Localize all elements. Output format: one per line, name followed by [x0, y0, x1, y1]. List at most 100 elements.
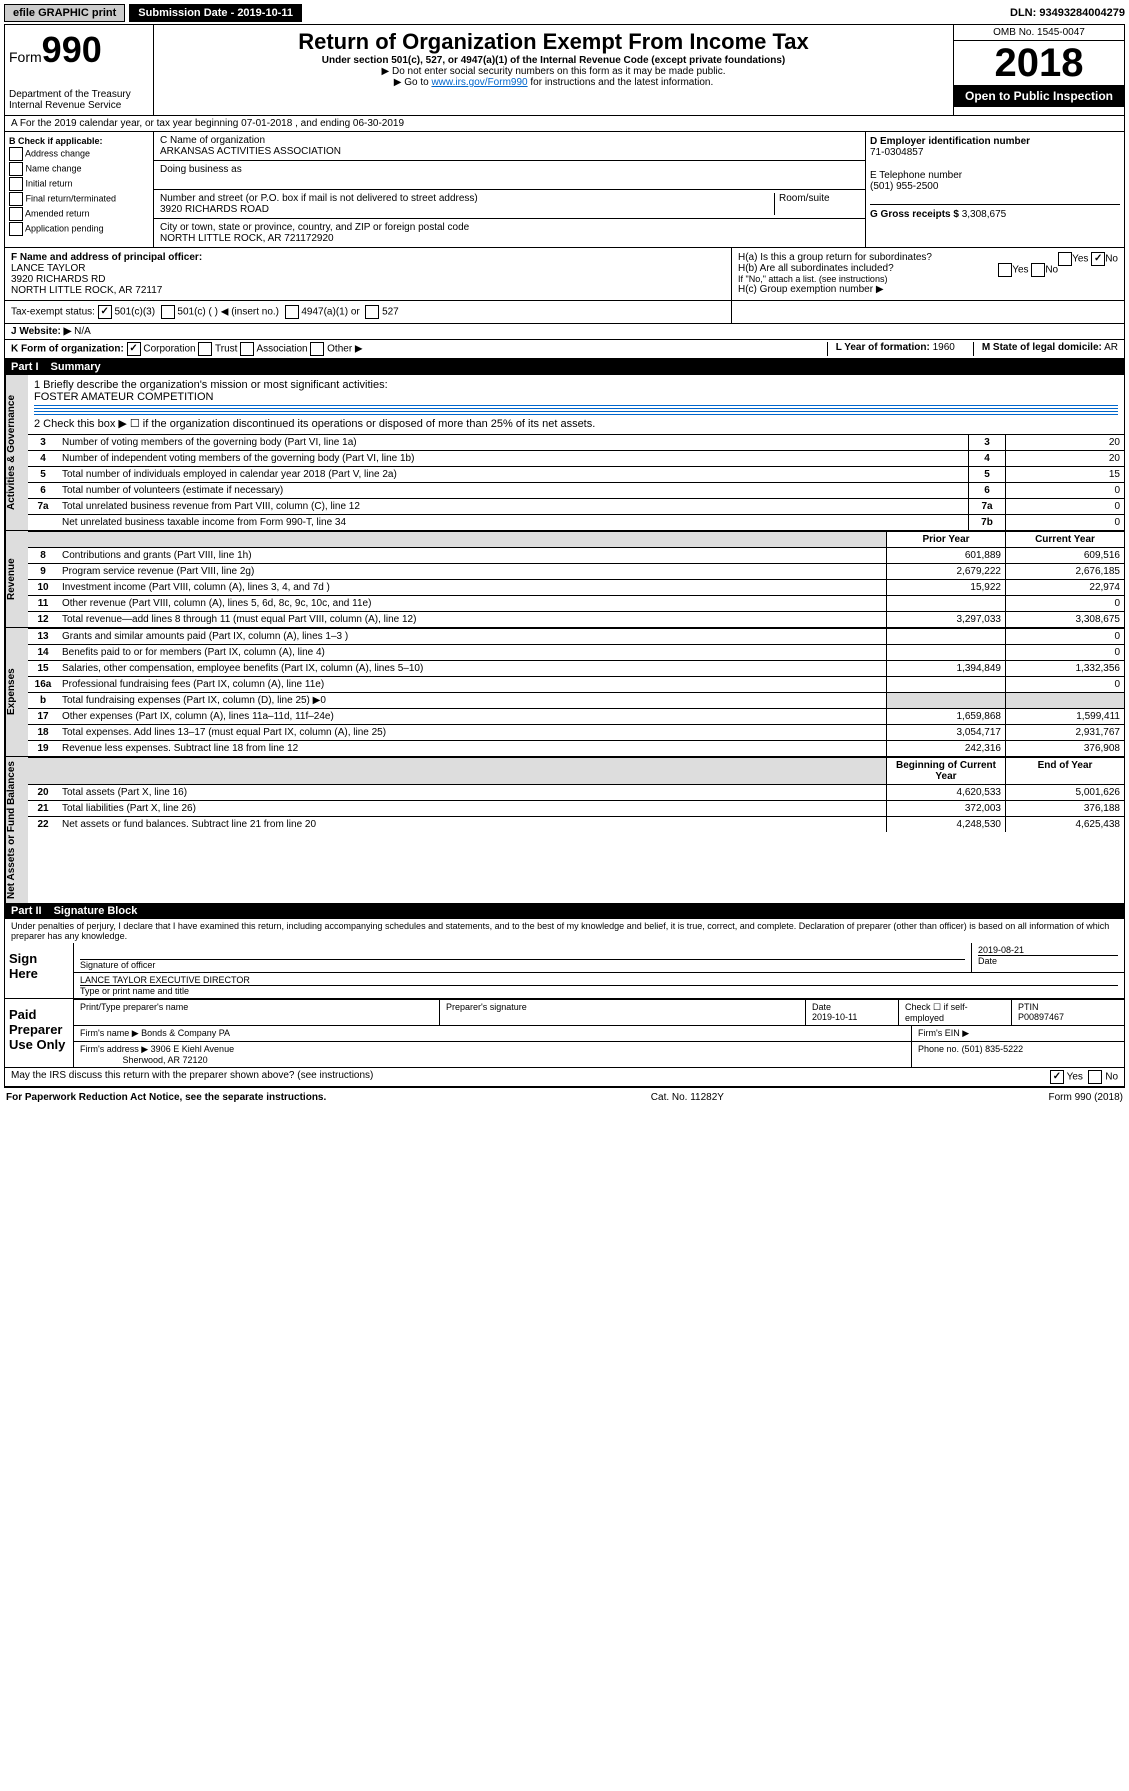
side-netassets: Net Assets or Fund Balances — [5, 757, 28, 903]
opt-pending: Application pending — [25, 223, 104, 233]
dln-label: DLN: 93493284004279 — [1010, 7, 1125, 19]
chk-amended[interactable] — [9, 207, 23, 221]
chk-final[interactable] — [9, 192, 23, 206]
part2-header: Part II Signature Block — [5, 903, 1124, 919]
l-value: 1960 — [933, 342, 955, 353]
discuss-text: May the IRS discuss this return with the… — [11, 1070, 373, 1084]
governance-section: Activities & Governance 1 Briefly descri… — [5, 375, 1124, 530]
irs-link[interactable]: www.irs.gov/Form990 — [431, 77, 527, 88]
efile-button[interactable]: efile GRAPHIC print — [4, 4, 125, 22]
k-label: K Form of organization: — [11, 344, 124, 355]
part2-num: Part II — [11, 905, 42, 917]
section-bcd: B Check if applicable: Address change Na… — [5, 132, 1124, 248]
phone-value: (501) 835-5222 — [962, 1044, 1024, 1054]
side-revenue: Revenue — [5, 531, 28, 627]
part1-num: Part I — [11, 361, 39, 373]
declaration-text: Under penalties of perjury, I declare th… — [5, 919, 1124, 943]
e-value: (501) 955-2500 — [870, 181, 1120, 192]
pt-check-label: Check ☐ if self-employed — [898, 1000, 1011, 1025]
m-value: AR — [1104, 342, 1118, 353]
b-label: B Check if applicable: — [9, 136, 149, 146]
submission-date-button[interactable]: Submission Date - 2019-10-11 — [129, 4, 302, 22]
opt-501c: 501(c) ( ) ◀ (insert no.) — [177, 307, 279, 318]
tax-year: 2018 — [954, 41, 1124, 85]
part1-title: Summary — [51, 361, 101, 373]
firm-addr1: 3906 E Kiehl Avenue — [151, 1044, 234, 1054]
f-addr1: 3920 RICHARDS RD — [11, 274, 725, 285]
f-label: F Name and address of principal officer: — [11, 252, 725, 263]
chk-assoc[interactable] — [240, 342, 254, 356]
discuss-yes[interactable] — [1050, 1070, 1064, 1084]
e-label: E Telephone number — [870, 170, 1120, 181]
officer-name-title: LANCE TAYLOR EXECUTIVE DIRECTOR — [80, 975, 1118, 985]
ha-no[interactable] — [1091, 252, 1105, 266]
col-c-org: C Name of organization ARKANSAS ACTIVITI… — [154, 132, 865, 247]
part1-header: Part I Summary — [5, 359, 1124, 375]
paid-preparer-label: Paid Preparer Use Only — [5, 999, 73, 1067]
sig-date-label: Date — [978, 955, 1118, 966]
j-value: N/A — [74, 326, 91, 337]
chk-501c[interactable] — [161, 305, 175, 319]
m-label: M State of legal domicile: — [982, 342, 1102, 353]
col-d-ein: D Employer identification number 71-0304… — [865, 132, 1124, 247]
ptin-value: P00897467 — [1018, 1012, 1064, 1022]
chk-address[interactable] — [9, 147, 23, 161]
addr-label: Number and street (or P.O. box if mail i… — [160, 193, 774, 204]
opt-amended: Amended return — [25, 208, 90, 218]
sig-officer-label: Signature of officer — [80, 959, 965, 970]
hb-note: If "No," attach a list. (see instruction… — [738, 274, 1118, 284]
chk-trust[interactable] — [198, 342, 212, 356]
chk-corp[interactable] — [127, 342, 141, 356]
hb-no[interactable] — [1031, 263, 1045, 277]
hb-label: H(b) Are all subordinates included? — [738, 263, 894, 274]
ha-yes[interactable] — [1058, 252, 1072, 266]
omb-number: OMB No. 1545-0047 — [954, 25, 1124, 41]
city-value: NORTH LITTLE ROCK, AR 721172920 — [160, 233, 859, 244]
chk-other[interactable] — [310, 342, 324, 356]
firm-name: Bonds & Company PA — [141, 1028, 230, 1038]
discuss-no[interactable] — [1088, 1070, 1102, 1084]
revenue-section: Revenue Prior YearCurrent Year8Contribut… — [5, 530, 1124, 627]
chk-527[interactable] — [365, 305, 379, 319]
sign-here-block: Sign Here Signature of officer 2019-08-2… — [5, 943, 1124, 999]
chk-name[interactable] — [9, 162, 23, 176]
part2-title: Signature Block — [54, 905, 138, 917]
pt-sig-label: Preparer's signature — [439, 1000, 805, 1025]
tax-status-row: Tax-exempt status: 501(c)(3) 501(c) ( ) … — [5, 301, 1124, 324]
l-label: L Year of formation: — [836, 342, 930, 353]
section-fh: F Name and address of principal officer:… — [5, 248, 1124, 301]
j-label: J Website: ▶ — [11, 326, 71, 337]
f-name: LANCE TAYLOR — [11, 263, 725, 274]
pt-date-label: Date — [812, 1002, 831, 1012]
firm-addr-label: Firm's address ▶ — [80, 1044, 148, 1054]
opt-initial: Initial return — [26, 178, 73, 188]
chk-501c3[interactable] — [98, 305, 112, 319]
hb-yes[interactable] — [998, 263, 1012, 277]
opt-501c3: 501(c)(3) — [114, 307, 155, 318]
l1-value: FOSTER AMATEUR COMPETITION — [34, 391, 1118, 403]
addr-value: 3920 RICHARDS ROAD — [160, 204, 774, 215]
g-value: 3,308,675 — [962, 209, 1007, 220]
opt-address: Address change — [25, 148, 90, 158]
chk-4947[interactable] — [285, 305, 299, 319]
chk-pending[interactable] — [9, 222, 23, 236]
netassets-table: Beginning of Current YearEnd of Year20To… — [28, 757, 1124, 832]
c-name-value: ARKANSAS ACTIVITIES ASSOCIATION — [160, 146, 859, 157]
revenue-table: Prior YearCurrent Year8Contributions and… — [28, 531, 1124, 627]
dept-label: Department of the Treasury Internal Reve… — [9, 89, 149, 111]
expenses-table: 13Grants and similar amounts paid (Part … — [28, 628, 1124, 756]
col-b-checkboxes: B Check if applicable: Address change Na… — [5, 132, 154, 247]
footer-left: For Paperwork Reduction Act Notice, see … — [6, 1092, 326, 1103]
expenses-section: Expenses 13Grants and similar amounts pa… — [5, 627, 1124, 756]
chk-initial[interactable] — [9, 177, 23, 191]
discuss-row: May the IRS discuss this return with the… — [5, 1068, 1124, 1087]
firm-ein-label: Firm's EIN ▶ — [911, 1026, 1124, 1041]
opt-other: Other ▶ — [327, 344, 362, 355]
g-label: G Gross receipts $ — [870, 209, 959, 220]
side-expenses: Expenses — [5, 628, 28, 756]
form-word: Form — [9, 49, 42, 65]
subtitle-3-pre: ▶ Go to — [394, 77, 432, 88]
governance-table: 3Number of voting members of the governi… — [28, 434, 1124, 530]
row-a-tax-period: A For the 2019 calendar year, or tax yea… — [5, 116, 1124, 132]
form-number: 990 — [42, 29, 102, 70]
